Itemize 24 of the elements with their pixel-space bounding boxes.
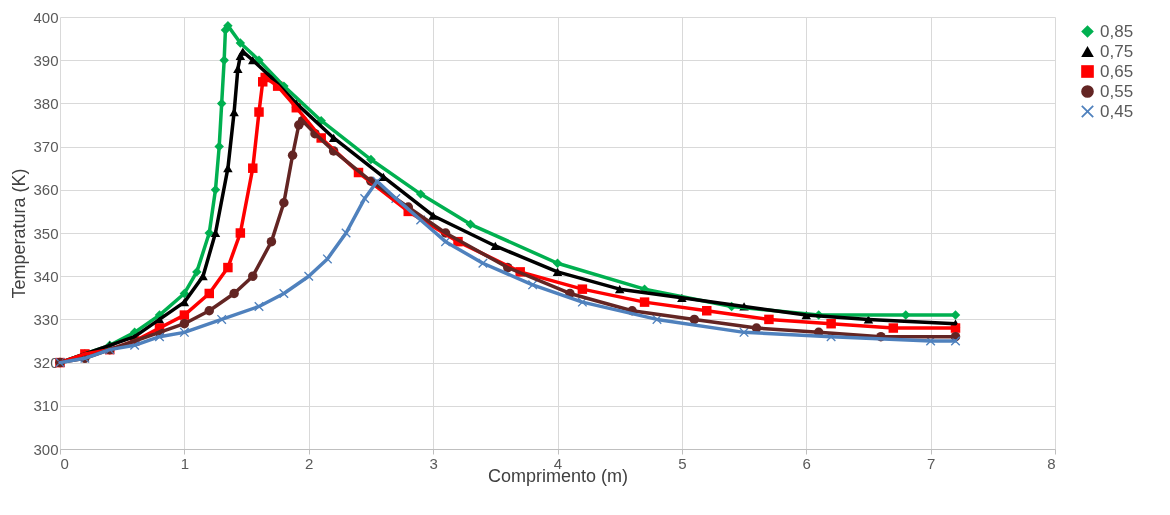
y-tick-label: 350 bbox=[33, 224, 59, 242]
y-tick-label: 340 bbox=[33, 267, 59, 285]
y-tick-label: 360 bbox=[33, 181, 59, 199]
y-tick-label: 310 bbox=[33, 397, 59, 415]
legend-label: 0,45 bbox=[1100, 101, 1134, 121]
x-tick-label: 8 bbox=[1047, 454, 1056, 472]
legend-label: 0,85 bbox=[1100, 21, 1134, 41]
y-tick-label: 300 bbox=[33, 440, 59, 458]
x-tick-label: 0 bbox=[60, 454, 69, 472]
y-axis-title: Temperatura (K) bbox=[9, 168, 30, 299]
y-tick-label: 370 bbox=[33, 138, 59, 156]
y-tick-label: 380 bbox=[33, 94, 59, 112]
x-tick-label: 2 bbox=[305, 454, 314, 472]
legend-label: 0,65 bbox=[1100, 61, 1134, 81]
x-tick-label: 1 bbox=[180, 454, 190, 472]
y-tick-label: 330 bbox=[33, 310, 59, 328]
x-tick-label: 3 bbox=[429, 454, 438, 472]
x-tick-label: 7 bbox=[926, 454, 936, 472]
x-tick-label: 5 bbox=[678, 454, 687, 472]
y-tick-label: 400 bbox=[33, 8, 59, 26]
legend-label: 0,75 bbox=[1100, 41, 1134, 61]
legend-label: 0,55 bbox=[1100, 81, 1134, 101]
y-tick-label: 390 bbox=[33, 51, 59, 69]
x-tick-label: 6 bbox=[802, 454, 811, 472]
